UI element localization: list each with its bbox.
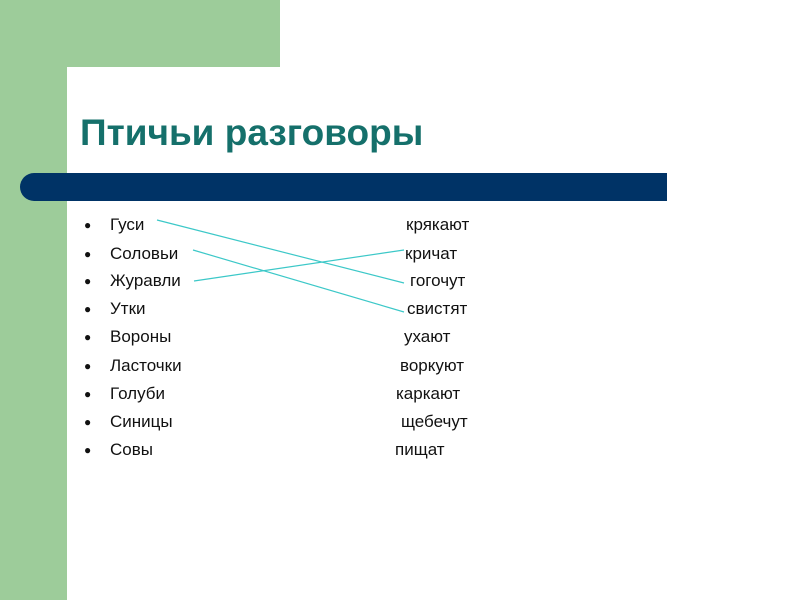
sound-item: крякают [406,215,470,234]
slide-title: Птичьи разговоры [80,112,424,153]
bullet-icon: ● [84,218,92,232]
sound-item: свистят [407,299,468,318]
bird-item: Гуси [110,215,145,234]
sound-item: ухают [404,327,451,346]
sound-item: каркают [396,384,461,403]
bullet-icon: ● [84,330,92,344]
bullet-icon: ● [84,359,92,373]
content-corner [67,67,97,97]
bullet-icon: ● [84,443,92,457]
sound-item: щебечут [401,412,468,431]
bird-item: Совы [110,440,153,459]
bird-item: Соловьи [110,244,179,263]
sound-item: кричат [405,244,458,263]
title-divider-bar [20,173,667,201]
bird-item: Вороны [110,327,172,346]
sound-item: воркуют [400,356,465,375]
bird-item: Ласточки [110,356,182,375]
bullet-icon: ● [84,415,92,429]
bird-item: Синицы [110,412,173,431]
sound-item: гогочут [410,271,466,290]
background-accent-left [0,0,67,600]
bird-item: Голуби [110,384,165,403]
bird-item: Журавли [110,271,181,290]
bullet-icon: ● [84,274,92,288]
bird-item: Утки [110,299,146,318]
sound-item: пищат [395,440,445,459]
bullet-icon: ● [84,302,92,316]
bullet-icon: ● [84,387,92,401]
connector-line [193,249,405,282]
connector-line [156,219,405,284]
bullet-icon: ● [84,247,92,261]
connector-line [192,249,405,313]
